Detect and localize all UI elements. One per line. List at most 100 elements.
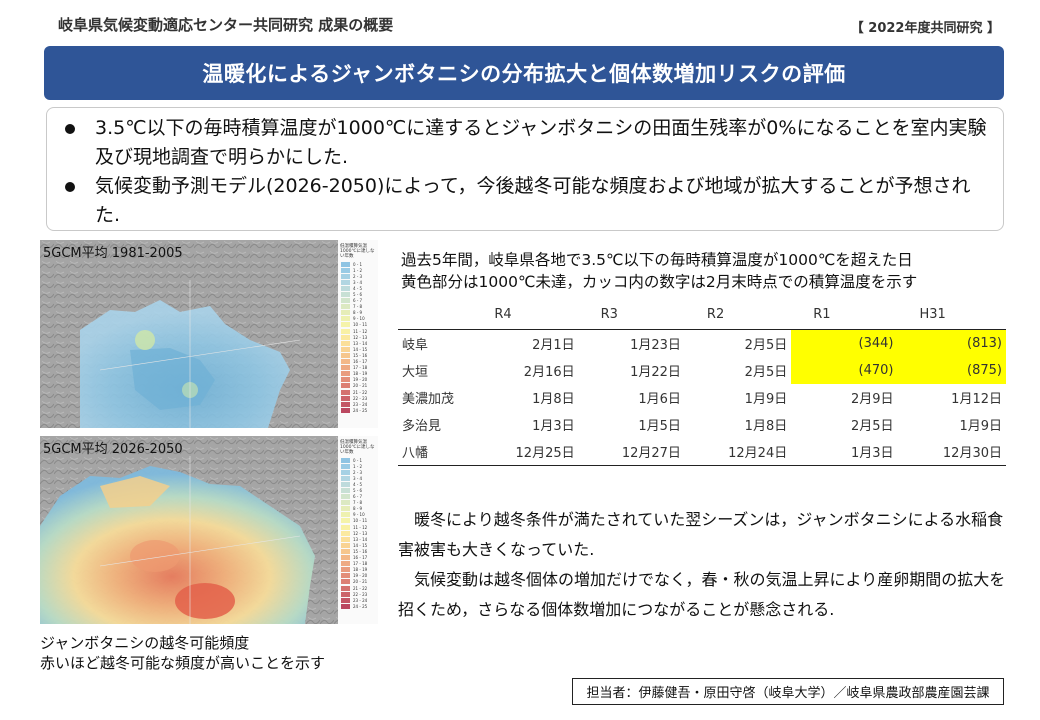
legend-item: 21 - 22 (338, 585, 378, 591)
header-title: 岐阜県気候変動適応センター共同研究 成果の概要 (58, 16, 394, 34)
legend-swatch (341, 267, 350, 273)
legend-item: 18 - 19 (338, 567, 378, 573)
legend-item: 0 - 1 (338, 457, 378, 463)
legend-item: 4 - 5 (338, 285, 378, 291)
legend-item: 21 - 22 (338, 389, 378, 395)
legend-swatch (341, 548, 350, 554)
legend-swatch (341, 542, 350, 548)
legend-item: 20 - 21 (338, 383, 378, 389)
legend-swatch (341, 573, 350, 579)
legend-label: 16 - 17 (353, 359, 368, 365)
legend-item: 2 - 3 (338, 273, 378, 279)
legend-swatch (341, 488, 350, 494)
legend-swatch (341, 383, 350, 389)
table-cell: 1月5日 (638, 419, 681, 434)
legend-item: 19 - 20 (338, 377, 378, 383)
legend-label: 11 - 12 (353, 524, 368, 530)
legend-label: 17 - 18 (353, 561, 368, 567)
map-image (40, 436, 338, 624)
table-cell: 1月9日 (744, 392, 788, 407)
legend-swatch (341, 292, 350, 298)
legend-label: 3 - 4 (353, 475, 363, 481)
legend-item: 19 - 20 (338, 573, 378, 579)
legend-swatch (341, 506, 350, 512)
table-cell: 12月25日 (472, 438, 579, 466)
legend-item: 7 - 8 (338, 500, 378, 506)
legend-swatch (341, 481, 350, 487)
legend-label: 0 - 1 (353, 457, 363, 463)
legend-item: 14 - 15 (338, 346, 378, 352)
legend-item: 3 - 4 (338, 475, 378, 481)
table-cell: 1月9日 (959, 419, 1002, 434)
bullet-dot-icon (65, 124, 75, 134)
table-cell: 1月3日 (532, 419, 575, 434)
summary-bullet: 3.5℃以下の毎時積算温度が1000℃に達するとジャンボタニシの田面生残率が0%… (57, 114, 993, 172)
legend-item: 1 - 2 (338, 463, 378, 469)
table-cell: 1月3日 (791, 438, 898, 466)
legend-item: 23 - 24 (338, 401, 378, 407)
map-2026-2050: 5GCM平均 2026-2050 低温積算気温1000℃に達しない年数 0 - … (40, 436, 378, 624)
legend-item: 17 - 18 (338, 365, 378, 371)
legend-swatch (341, 469, 350, 475)
legend-item: 12 - 13 (338, 530, 378, 536)
legend-swatch (341, 475, 350, 481)
legend-swatch (341, 328, 350, 334)
legend-swatch (341, 518, 350, 524)
legend-label: 9 - 10 (353, 316, 365, 322)
legend-item: 2 - 3 (338, 469, 378, 475)
legend-swatch (341, 377, 350, 383)
legend-swatch (341, 310, 350, 316)
legend-item: 7 - 8 (338, 304, 378, 310)
legend-swatch (341, 401, 350, 407)
legend-item: 10 - 11 (338, 322, 378, 328)
map-title: 5GCM平均 2026-2050 (43, 442, 183, 457)
body-text: 暖冬により越冬条件が満たされていた翌シーズンは，ジャンボタニシによる水稲食害被害… (398, 505, 1018, 625)
legend-item: 9 - 10 (338, 316, 378, 322)
legend-swatch (341, 512, 350, 518)
legend-item: 24 - 25 (338, 603, 378, 609)
table-cell: 2月5日 (850, 419, 894, 434)
legend-label: 12 - 13 (353, 334, 368, 340)
legend-swatch (341, 585, 350, 591)
bullet-text: 3.5℃以下の毎時積算温度が1000℃に達するとジャンボタニシの田面生残率が0%… (95, 117, 987, 168)
table-cell: 2月5日 (744, 338, 788, 353)
legend-label: 16 - 17 (353, 555, 368, 561)
legend-label: 4 - 5 (353, 285, 363, 291)
body-paragraph-text: 暖冬により越冬条件が満たされていた翌シーズンは，ジャンボタニシによる水稲食害被害… (398, 510, 1004, 559)
legend-label: 22 - 23 (353, 591, 368, 597)
legend-item: 22 - 23 (338, 395, 378, 401)
legend-item: 11 - 12 (338, 524, 378, 530)
legend-swatch (341, 316, 350, 322)
bullet-text: 気候変動予測モデル(2026-2050)によって，今後越冬可能な頻度および地域が… (95, 175, 971, 226)
map-caption: ジャンボタニシの越冬可能頻度 赤いほど越冬可能な頻度が高いことを示す (40, 633, 325, 673)
table-cell: 1月8日 (744, 419, 788, 434)
legend-title: 低温積算気温1000℃に達しない年数 (340, 244, 375, 259)
legend-label: 24 - 25 (353, 603, 368, 609)
table-heading-line: 黄色部分は1000℃未達，カッコ内の数字は2月末時点での積算温度を示す (401, 273, 918, 291)
table-row: 美濃加茂 1月8日 1月6日 1月9日 2月9日 1月12日 (398, 384, 1006, 411)
legend-swatch (341, 567, 350, 573)
table-place-cell: 美濃加茂 (402, 392, 455, 407)
legend-swatch (341, 359, 350, 365)
legend-label: 5 - 6 (353, 488, 363, 494)
table-cell: (344) (791, 329, 898, 357)
table-column-header: R3 (578, 299, 685, 330)
legend-item: 12 - 13 (338, 334, 378, 340)
legend-swatch (341, 524, 350, 530)
table-column-header: R2 (684, 299, 792, 330)
legend-swatch (341, 389, 350, 395)
legend-item: 14 - 15 (338, 542, 378, 548)
map-title: 5GCM平均 1981-2005 (43, 246, 183, 261)
legend-label: 20 - 21 (353, 383, 368, 389)
legend-swatch (341, 500, 350, 506)
legend-label: 2 - 3 (353, 469, 363, 475)
table-cell: 1月6日 (638, 392, 681, 407)
table-cell: (875) (897, 357, 1006, 384)
legend-item: 18 - 19 (338, 371, 378, 377)
banner-title: 温暖化によるジャンボタニシの分布拡大と個体数増加リスクの評価 (202, 62, 846, 86)
legend-title: 低温積算気温1000℃に達しない年数 (340, 440, 375, 455)
table-row: 大垣 2月16日 1月22日 2月5日 (470) (875) (398, 357, 1006, 384)
legend-label: 0 - 1 (353, 261, 363, 267)
